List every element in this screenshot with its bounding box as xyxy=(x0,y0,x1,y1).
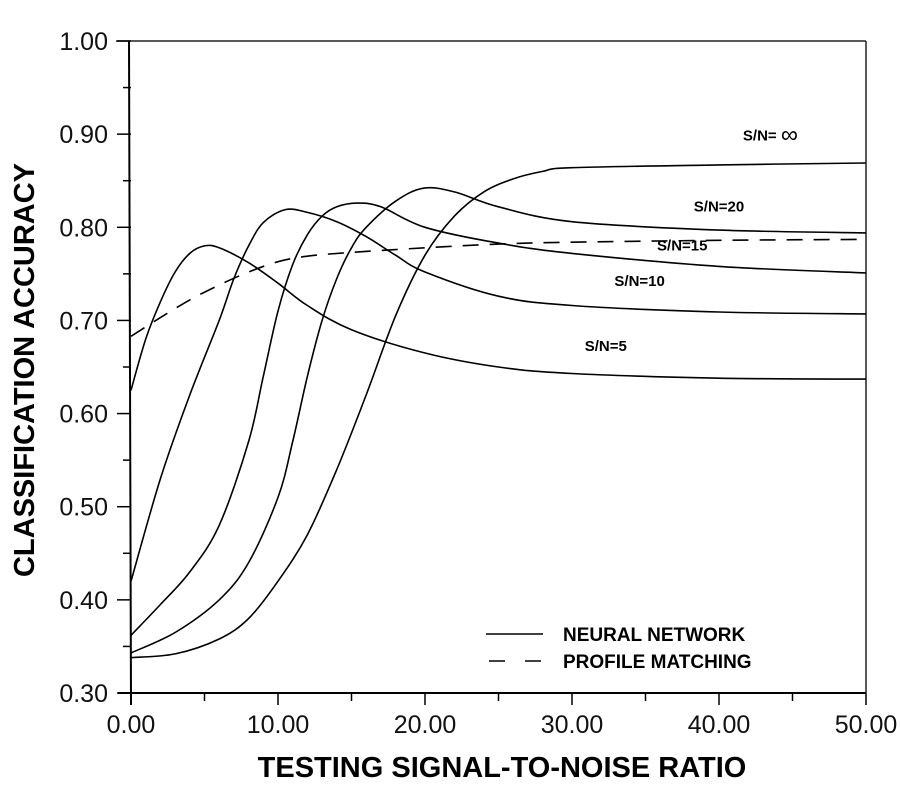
y-tick-label: 1.00 xyxy=(59,28,108,56)
series-line-s-n-15 xyxy=(130,202,867,636)
y-tick-label: 0.50 xyxy=(59,494,108,522)
series-line-s-n-5 xyxy=(130,244,867,391)
y-tick-label: 0.40 xyxy=(59,587,108,615)
x-tick-label: 20.00 xyxy=(394,711,457,739)
y-tick-label: 0.60 xyxy=(59,401,108,429)
curve-label: S/N=15 xyxy=(657,238,707,255)
series-layer xyxy=(130,162,867,659)
curve-labels: S/N= ∞ S/N=20 S/N=15 S/N=10 S/N=5 xyxy=(585,122,798,356)
x-tick-label: 0.00 xyxy=(107,711,156,739)
curve-label: S/N=20 xyxy=(694,198,744,215)
legend-profile-matching-label: PROFILE MATCHING xyxy=(563,652,752,673)
legend: NEURAL NETWORK PROFILE MATCHING xyxy=(486,625,752,673)
y-tick-label: 0.30 xyxy=(59,680,108,708)
x-axis-ticks: 0.00 10.00 20.00 30.00 40.00 50.00 xyxy=(107,693,898,739)
x-tick-label: 50.00 xyxy=(835,711,898,739)
x-tick-label: 10.00 xyxy=(247,711,310,739)
series-line-profile-matching xyxy=(130,238,867,337)
y-tick-label: 0.90 xyxy=(59,121,108,149)
y-axis xyxy=(128,40,132,706)
x-tick-label: 40.00 xyxy=(688,711,751,739)
curve-label: S/N=5 xyxy=(585,338,627,355)
series-line-sn-infinity xyxy=(130,162,867,659)
plot-frame xyxy=(116,40,867,706)
y-tick-label: 0.80 xyxy=(59,214,108,242)
series-line-s-n-10 xyxy=(130,208,867,582)
series-line-s-n-20 xyxy=(130,186,867,654)
x-tick-label: 30.00 xyxy=(541,711,604,739)
curve-label: S/N= ∞ xyxy=(743,122,798,149)
curve-label: S/N=10 xyxy=(614,273,664,290)
y-axis-ticks: 0.30 0.40 0.50 0.60 0.70 0.80 0.90 1.00 xyxy=(59,28,131,708)
x-axis-title: TESTING SIGNAL-TO-NOISE RATIO xyxy=(258,752,747,784)
y-tick-label: 0.70 xyxy=(59,307,108,335)
y-axis-title: CLASSIFICATION ACCURACY xyxy=(9,163,41,577)
legend-neural-network-label: NEURAL NETWORK xyxy=(563,625,746,646)
